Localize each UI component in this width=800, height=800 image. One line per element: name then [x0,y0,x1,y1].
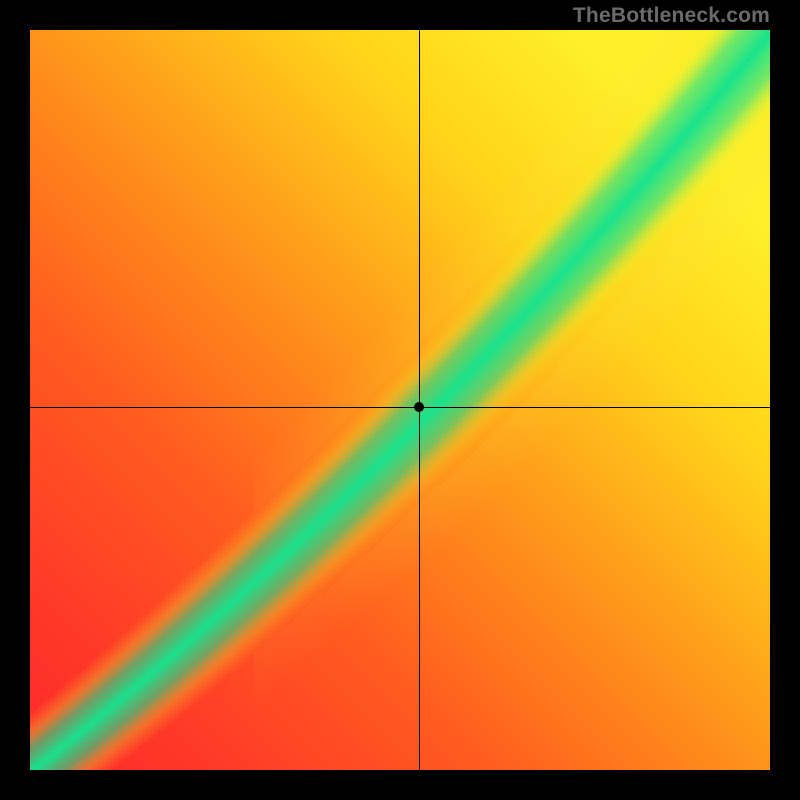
chart-container: TheBottleneck.com [0,0,800,800]
heatmap-canvas [30,30,770,770]
watermark-text: TheBottleneck.com [573,4,770,28]
plot-area [30,30,770,770]
